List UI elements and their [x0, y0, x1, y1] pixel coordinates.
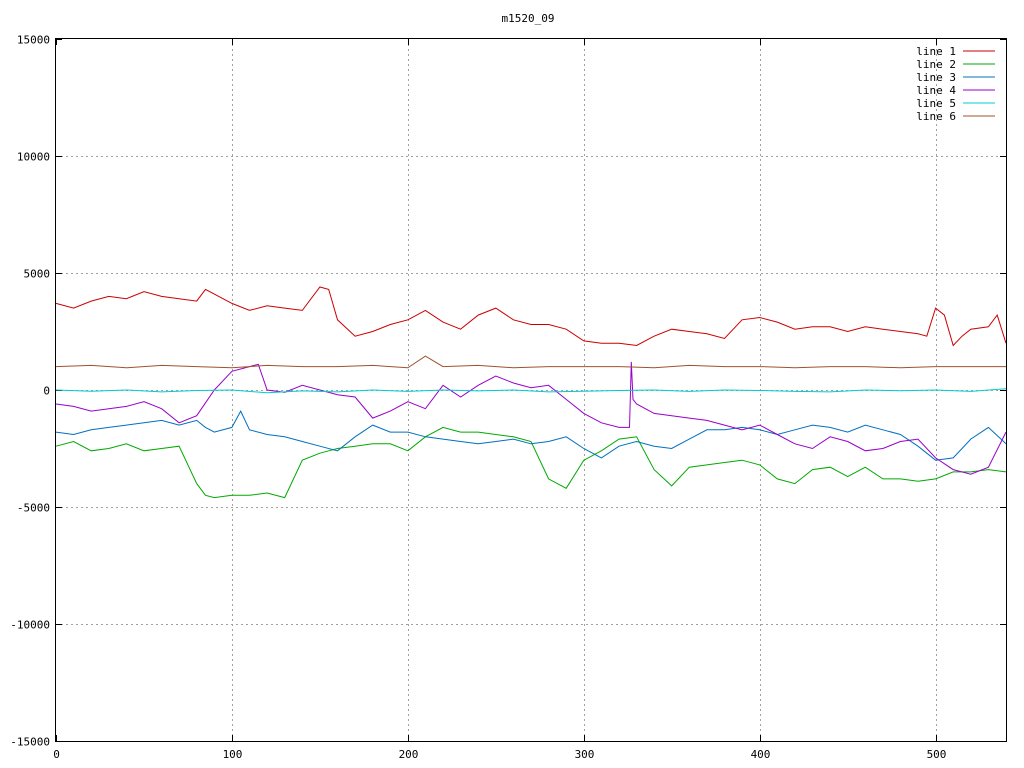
- x-tick-label: 100: [223, 748, 243, 761]
- x-tick-label: 400: [751, 748, 771, 761]
- y-tick-label: 0: [43, 385, 50, 398]
- y-tick-label: 10000: [17, 151, 50, 164]
- legend-label-2: line 2: [916, 58, 956, 71]
- x-tick-label: 300: [575, 748, 595, 761]
- series-lines: [55, 286, 1007, 499]
- x-tick-label: 0: [53, 748, 60, 761]
- series-line-3: [55, 409, 1007, 461]
- x-tick-label: 200: [399, 748, 419, 761]
- axes: -15000 -10000 -5000 0 5000 10000 15000 0 100 200 3…: [10, 34, 1006, 761]
- grid-lines: [56, 39, 1006, 741]
- legend-label-4: line 4: [916, 84, 956, 97]
- legend-label-5: line 5: [916, 97, 956, 110]
- y-tick-label: -5000: [17, 502, 50, 515]
- legend-label-6: line 6: [916, 110, 956, 123]
- plot-frame: [55, 38, 1007, 742]
- series-line-6: [55, 355, 1006, 369]
- series-line-2: [55, 426, 1007, 499]
- y-tick-label: -15000: [10, 736, 50, 749]
- legend-label-3: line 3: [916, 71, 956, 84]
- legend-label-1: line 1: [916, 45, 956, 58]
- y-tick-label: 5000: [24, 268, 51, 281]
- y-tick-label: -10000: [10, 619, 50, 632]
- chart-title: m1520_09: [502, 12, 555, 25]
- series-line-1: [55, 286, 1007, 347]
- series-line-5: [55, 388, 1007, 394]
- y-tick-label: 15000: [17, 34, 50, 47]
- series-line-4: [55, 361, 1007, 475]
- x-tick-label: 500: [927, 748, 947, 761]
